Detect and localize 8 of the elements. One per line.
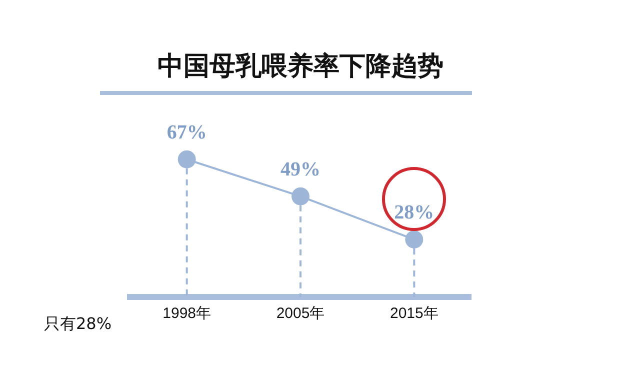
x-tick-label: 2005年 [276,305,325,322]
x-tick-label: 1998年 [162,305,212,322]
chart-title: 中国母乳喂养率下降趋势 [158,51,444,82]
data-label: 49% [280,158,320,181]
x-tick-label: 2015年 [390,305,438,322]
data-label: 67% [166,122,207,144]
text: 只有28% [44,314,112,335]
data-label: 28% [394,202,434,224]
